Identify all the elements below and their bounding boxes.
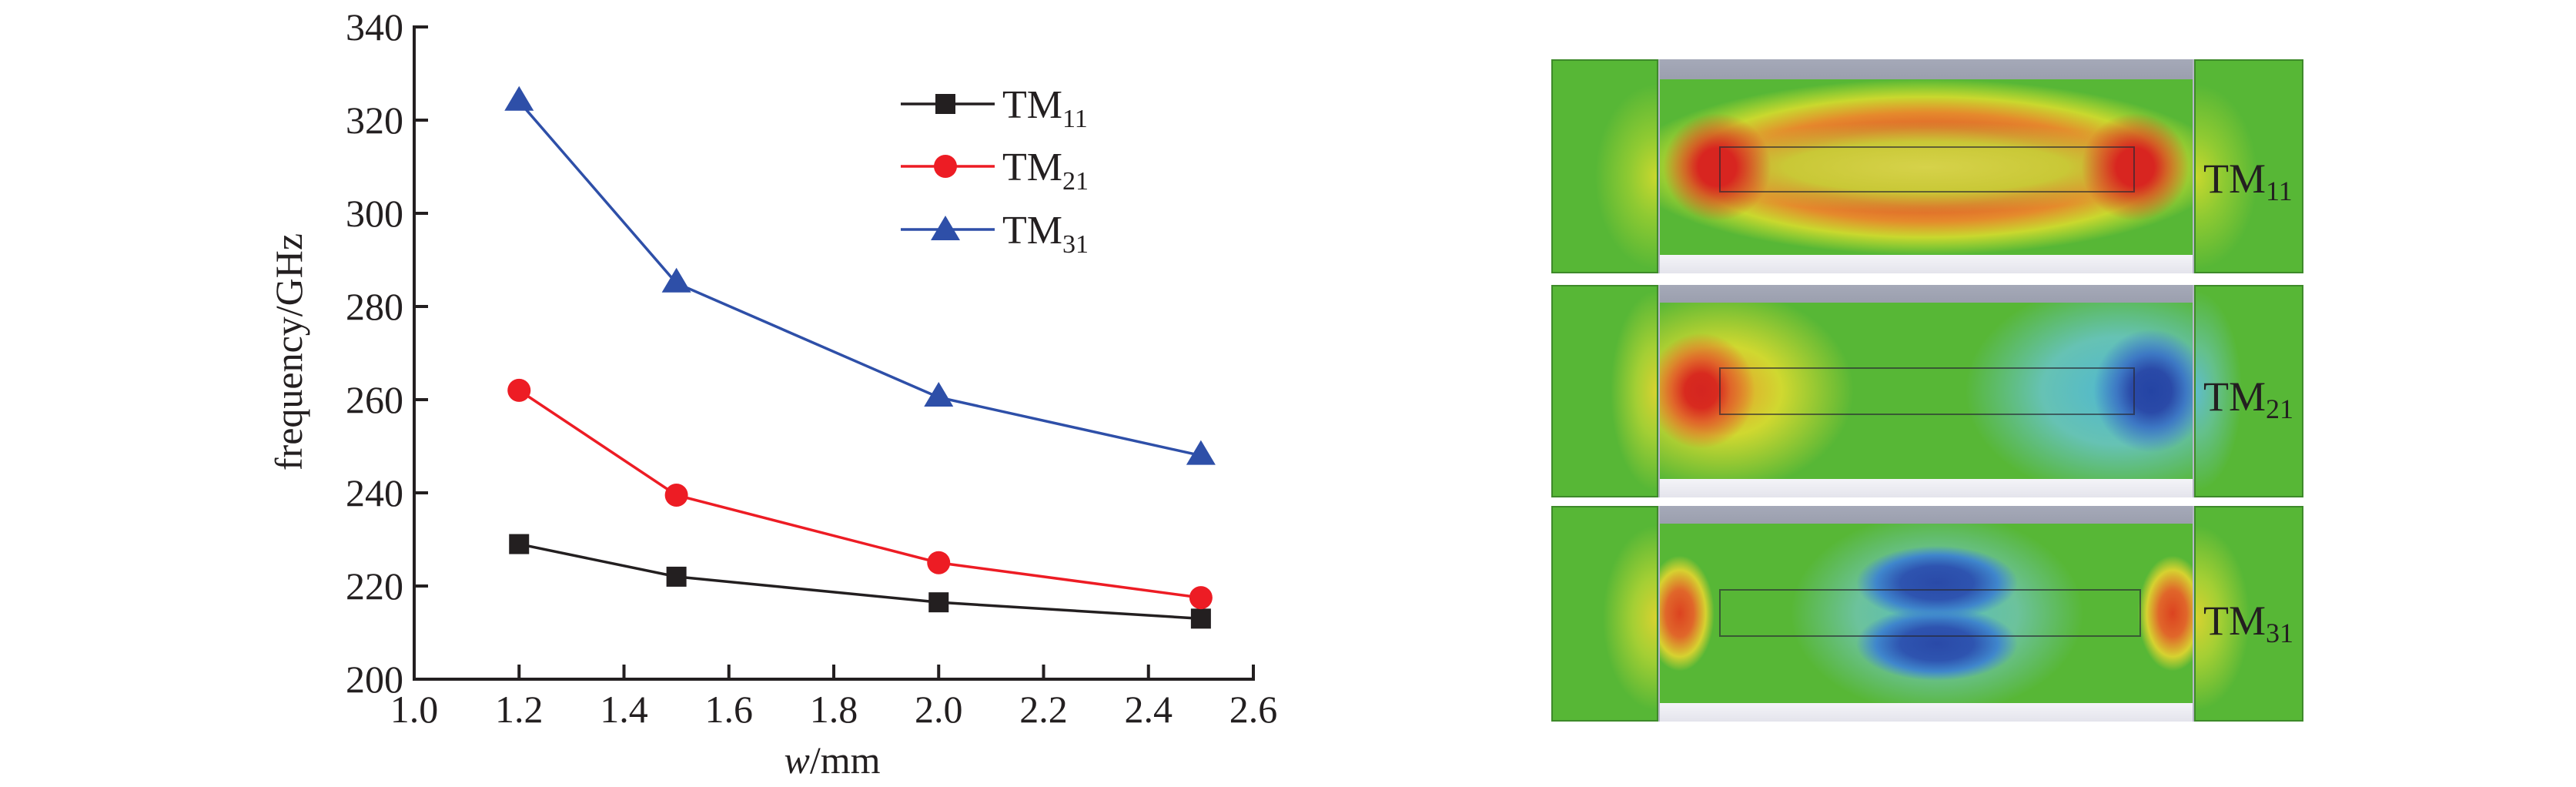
inner-strip-outline <box>1719 367 2135 415</box>
data-point-tm11 <box>509 534 530 554</box>
mode-label-sub: 21 <box>2266 394 2293 424</box>
legend-item-tm21: TM21 <box>901 146 1089 196</box>
field-distribution-panels: TM11 TM21 TM31 <box>1551 59 2303 722</box>
y-tick-label: 340 <box>346 5 403 49</box>
legend-marker-triangle <box>931 216 960 240</box>
x-tick-label: 2.0 <box>915 688 963 731</box>
x-axis-title-unit: /mm <box>810 738 881 782</box>
bottom-metal-band <box>1658 479 2194 497</box>
x-tick-label: 2.4 <box>1125 688 1173 731</box>
mode-label-sub: 11 <box>2266 176 2293 206</box>
frequency-chart: 200 220 240 260 280 300 320 340 1.0 1.2 1.4 1.6 1.8 2… <box>267 5 1277 782</box>
series-lines <box>517 100 1202 621</box>
ticks <box>414 25 1255 681</box>
right-end-block <box>2194 59 2303 273</box>
tick-labels: 200 220 240 260 280 300 320 340 1.0 1.2 1.4 1.6 1.8 2… <box>346 5 1277 731</box>
y-tick-label: 320 <box>346 99 403 142</box>
mode-label-main: TM <box>2203 373 2266 420</box>
series-markers <box>504 85 1216 629</box>
field-panel-tm21: TM21 <box>1551 285 2303 497</box>
legend-item-tm31: TM31 <box>901 209 1089 259</box>
data-point-tm11 <box>1190 608 1211 629</box>
legend-label-main: TM <box>1002 146 1062 189</box>
y-axis-title: frequency/GHz <box>267 233 310 471</box>
top-metal-band <box>1658 285 2194 304</box>
x-axis-title: w/mm <box>784 738 880 782</box>
x-tick-label: 1.2 <box>495 688 544 731</box>
legend-label-sub: 11 <box>1062 105 1088 133</box>
x-tick-label: 2.2 <box>1019 688 1068 731</box>
data-point-tm31 <box>504 85 534 111</box>
inner-strip-outline <box>1719 146 2135 193</box>
legend-marker-circle <box>934 155 957 178</box>
right-end-block <box>2194 285 2303 497</box>
data-point-tm21 <box>927 551 951 574</box>
left-end-block <box>1551 285 1658 497</box>
field-map <box>1658 524 2194 703</box>
data-point-tm11 <box>928 592 949 613</box>
left-end-block <box>1551 506 1658 722</box>
data-point-tm31 <box>924 381 954 407</box>
field-map <box>1658 79 2194 255</box>
data-point-tm31 <box>661 267 691 293</box>
mode-label-sub: 31 <box>2266 618 2293 648</box>
series-line-tm31 <box>517 100 1202 457</box>
bottom-metal-band <box>1658 703 2194 722</box>
y-tick-label: 260 <box>346 378 403 421</box>
top-metal-band <box>1658 59 2194 81</box>
legend-label-main: TM <box>1002 83 1062 127</box>
data-point-tm21 <box>507 378 531 402</box>
inner-strip-outline <box>1719 589 2141 637</box>
x-tick-label: 1.4 <box>600 688 648 731</box>
legend-item-tm11: TM11 <box>901 83 1088 133</box>
mode-label-tm31: TM31 <box>2203 600 2293 647</box>
y-tick-label: 300 <box>346 192 403 235</box>
legend-label-sub: 31 <box>1062 230 1089 259</box>
left-end-block <box>1551 59 1658 273</box>
x-tick-label: 1.6 <box>705 688 754 731</box>
legend-marker-square <box>935 94 955 114</box>
series-line-tm11 <box>518 542 1201 621</box>
right-end-block <box>2194 506 2303 722</box>
mode-label-main: TM <box>2203 598 2266 644</box>
data-point-tm21 <box>1189 586 1213 610</box>
y-tick-label: 220 <box>346 564 403 608</box>
x-axis-title-variable: w <box>784 738 809 782</box>
legend-label: TM11 <box>1002 83 1088 133</box>
top-metal-band <box>1658 506 2194 525</box>
bottom-metal-band <box>1658 255 2194 273</box>
data-point-tm21 <box>664 484 688 507</box>
legend-label: TM21 <box>1002 146 1089 196</box>
field-map <box>1658 303 2194 479</box>
data-point-tm31 <box>1186 440 1216 465</box>
series-line-tm21 <box>518 389 1202 599</box>
legend-label: TM31 <box>1002 209 1089 259</box>
field-panel-tm31: TM31 <box>1551 506 2303 722</box>
data-point-tm11 <box>666 566 687 587</box>
field-panel-tm11: TM11 <box>1551 59 2303 273</box>
y-tick-label: 280 <box>346 285 403 328</box>
x-tick-label: 2.6 <box>1229 688 1278 731</box>
legend-label-sub: 21 <box>1062 167 1089 196</box>
x-tick-label: 1.8 <box>810 688 858 731</box>
mode-label-main: TM <box>2203 156 2266 202</box>
mode-label-tm21: TM21 <box>2203 376 2293 423</box>
legend-label-main: TM <box>1002 209 1062 253</box>
y-tick-label: 240 <box>346 471 403 514</box>
x-tick-label: 1.0 <box>390 688 439 731</box>
mode-label-tm11: TM11 <box>2203 158 2293 205</box>
y-tick-label: 200 <box>346 658 403 701</box>
